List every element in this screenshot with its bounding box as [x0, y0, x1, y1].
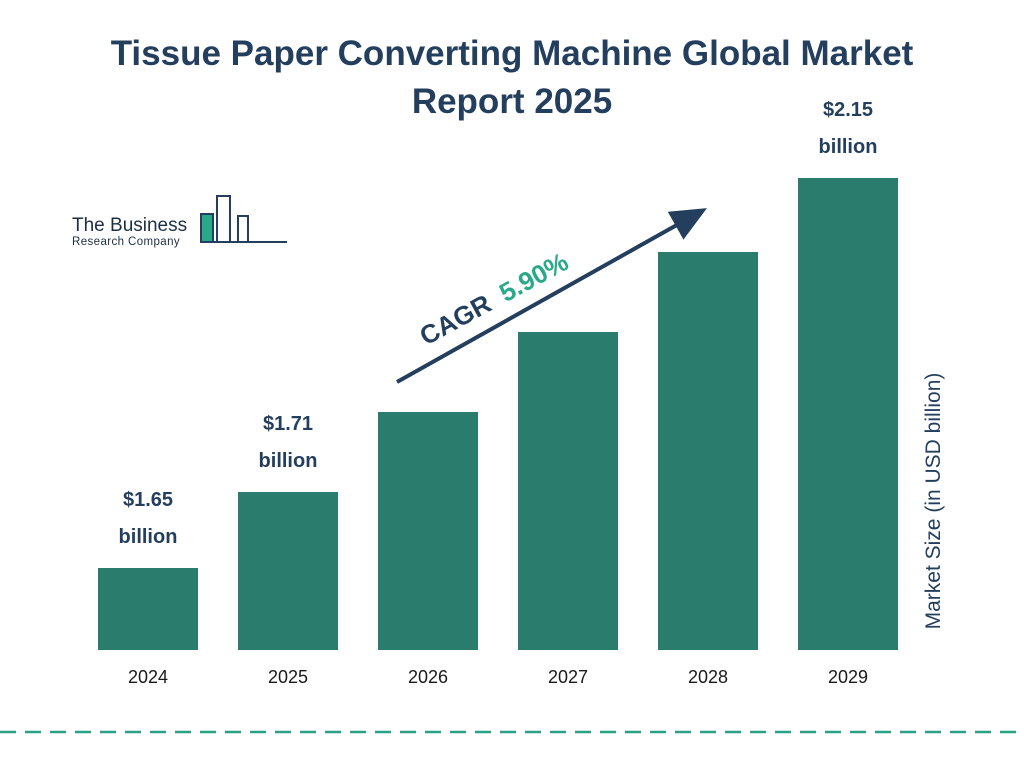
bar-value-unit: billion — [118, 526, 178, 548]
bar-group-2029: $2.15 billion 2029 — [778, 92, 918, 688]
bar-value-label: $1.65 billion — [119, 482, 178, 556]
bar-value-amount: $1.71 — [262, 413, 314, 435]
bar-2029 — [798, 178, 898, 651]
company-logo-text: The Business Research Company — [72, 215, 187, 248]
page-title: Tissue Paper Converting Machine Global M… — [110, 34, 914, 121]
logo-bar-chart-icon — [200, 195, 288, 243]
y-axis-label: Market Size (in USD billion) — [922, 372, 945, 630]
bar-group-2024: $1.65 billion 2024 — [78, 92, 218, 688]
logo-name: The Business — [72, 215, 188, 236]
bar-value-unit: billion — [818, 136, 878, 158]
x-tick-label: 2025 — [267, 667, 309, 687]
bar-2028 — [658, 252, 758, 650]
x-tick-label: 2026 — [407, 667, 449, 687]
bar-group-2026: 2026 — [358, 92, 498, 688]
x-tick-label: 2024 — [127, 667, 169, 687]
bar-group-2025: $1.71 billion 2025 — [218, 92, 358, 688]
bar-value-amount: $1.65 — [122, 489, 174, 511]
bar-2027 — [518, 332, 618, 650]
logo-subname: Research Company — [72, 236, 181, 248]
bar-value-label: $2.15 billion — [819, 92, 878, 166]
bar-value-unit: billion — [258, 450, 318, 472]
bar-2026 — [378, 412, 478, 650]
bar-value-amount: $2.15 — [822, 99, 874, 121]
x-tick-label: 2029 — [827, 667, 869, 687]
company-logo: The Business Research Company — [72, 192, 289, 248]
x-tick-label: 2028 — [687, 667, 729, 687]
bar-group-2028: 2028 — [638, 92, 778, 688]
x-tick-label: 2027 — [547, 667, 589, 687]
bar-2024 — [98, 568, 198, 650]
bar-chart: $1.65 billion 2024 $1.71 billion 2025 2026 2027… — [78, 92, 918, 688]
trend-arrow — [396, 208, 707, 384]
bar-group-2027: 2027 — [498, 92, 638, 688]
bar-2025 — [238, 492, 338, 650]
bottom-dashed-line — [0, 730, 1024, 734]
bar-value-label: $1.71 billion — [259, 406, 318, 480]
